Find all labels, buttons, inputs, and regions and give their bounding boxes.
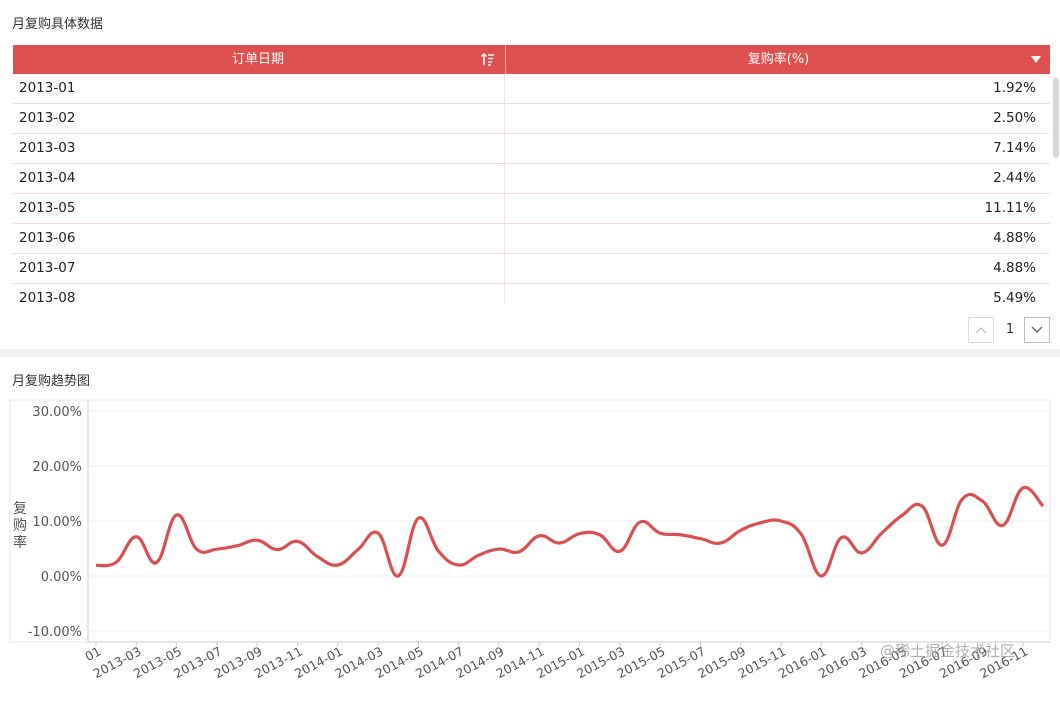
y-tick-label: -10.00% (28, 625, 82, 640)
pager-next-button[interactable] (1024, 317, 1050, 343)
repurchase-rate-line (95, 485, 1045, 578)
cell-repurchase-rate: 4.88% (993, 230, 1036, 246)
y-axis-label-char: 购 (13, 518, 27, 534)
dropdown-triangle-icon[interactable] (1031, 56, 1041, 63)
column-header-repurchase-rate-label: 复购率(%) (747, 52, 810, 67)
chart-panel: 月复购趋势图 30.00% 20.00% 10.00% 0.00% -10.00% 复购率… (0, 357, 1060, 708)
cell-repurchase-rate: 5.49% (993, 290, 1036, 304)
sort-icon[interactable] (481, 53, 495, 66)
y-tick-label: 10.00% (32, 515, 82, 530)
table-row[interactable]: 2013-05 11.11% (13, 194, 1050, 224)
cell-repurchase-rate: 4.88% (993, 260, 1036, 276)
y-tick-label: 0.00% (41, 570, 82, 585)
column-header-order-date[interactable]: 订单日期 (13, 45, 503, 74)
y-tick-label: 30.00% (32, 405, 82, 420)
table-row[interactable]: 2013-06 4.88% (13, 224, 1050, 254)
x-tick-label: 01 (82, 643, 103, 664)
trend-chart: 30.00%20.00%10.00%0.00%-10.00%复购率012013-… (9, 399, 1051, 681)
table-body: 2013-01 1.92% 2013-02 2.50% 2013-03 7.14% 2013… (13, 74, 1050, 304)
table-row[interactable]: 2013-02 2.50% (13, 104, 1050, 134)
table-row[interactable]: 2013-04 2.44% (13, 164, 1050, 194)
table-row[interactable]: 2013-08 5.49% (13, 284, 1050, 304)
table-scrollbar[interactable] (1053, 78, 1059, 158)
cell-order-date: 2013-02 (19, 110, 76, 126)
cell-order-date: 2013-03 (19, 140, 76, 156)
watermark: @稀土掘金技术社区 (880, 642, 1016, 660)
column-header-repurchase-rate[interactable]: 复购率(%) (505, 45, 1050, 74)
repurchase-table: 订单日期 复购率(%) 2013-01 1.92% 2013-02 2.50% 2013… (13, 45, 1050, 304)
cell-order-date: 2013-05 (19, 200, 76, 216)
cell-repurchase-rate: 1.92% (993, 80, 1036, 96)
pager-current-page: 1 (1005, 322, 1015, 337)
table-header: 订单日期 复购率(%) (13, 45, 1050, 74)
cell-order-date: 2013-04 (19, 170, 76, 186)
table-row[interactable]: 2013-07 4.88% (13, 254, 1050, 284)
cell-order-date: 2013-01 (19, 80, 76, 96)
cell-repurchase-rate: 2.44% (993, 170, 1036, 186)
cell-order-date: 2013-07 (19, 260, 76, 276)
column-header-order-date-label: 订单日期 (231, 52, 284, 67)
chevron-down-icon (1031, 326, 1043, 333)
cell-order-date: 2013-06 (19, 230, 76, 246)
table-row[interactable]: 2013-03 7.14% (13, 134, 1050, 164)
table-row[interactable]: 2013-01 1.92% (13, 74, 1050, 104)
chart-panel-title: 月复购趋势图 (12, 374, 91, 389)
cell-repurchase-rate: 11.11% (984, 200, 1036, 216)
y-axis-label-char: 率 (13, 534, 27, 551)
table-panel-title: 月复购具体数据 (12, 17, 104, 32)
cell-repurchase-rate: 2.50% (993, 110, 1036, 126)
column-divider (504, 74, 505, 304)
y-axis-label-char: 复 (13, 500, 27, 517)
cell-order-date: 2013-08 (19, 290, 76, 304)
table-panel: 月复购具体数据 订单日期 复购率(%) 2013-01 1.92% 2013-02 2… (0, 0, 1060, 349)
chevron-up-icon (975, 327, 987, 334)
y-tick-label: 20.00% (32, 460, 82, 475)
cell-repurchase-rate: 7.14% (993, 140, 1036, 156)
pager-prev-button[interactable] (968, 317, 994, 343)
